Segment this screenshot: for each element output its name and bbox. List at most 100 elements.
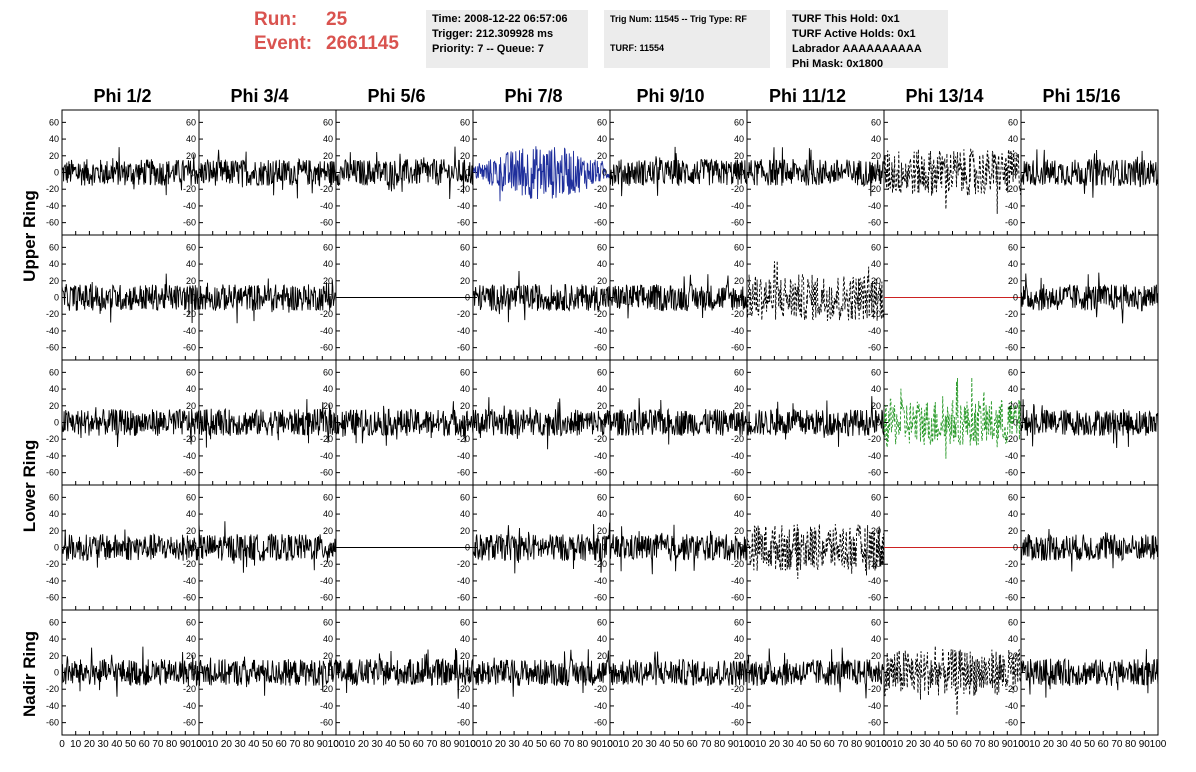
waveform-trace [746, 396, 885, 447]
y-tick-label: 60 [597, 492, 607, 502]
y-tick-label: 0 [328, 418, 333, 428]
y-tick-label: 20 [460, 526, 470, 536]
y-tick-label: -20 [731, 684, 744, 694]
x-tick-label: 90 [454, 739, 466, 750]
x-tick-label: 70 [563, 739, 575, 750]
y-tick-label: -20 [457, 684, 470, 694]
y-tick-label: 60 [1008, 367, 1018, 377]
waveform-trace [472, 397, 611, 450]
y-tick-label: 0 [876, 168, 881, 178]
x-tick-label: 10 [755, 739, 767, 750]
x-tick-label: 10 [207, 739, 219, 750]
x-tick-label: 70 [426, 739, 438, 750]
phi-header-8: Phi 15/16 [1042, 86, 1121, 106]
y-tick-label: -60 [457, 593, 470, 603]
x-tick-label: 10 [1029, 739, 1041, 750]
waveform-trace [198, 521, 337, 573]
y-tick-label: 20 [871, 151, 881, 161]
y-tick-label: 40 [597, 134, 607, 144]
y-tick-label: 60 [186, 492, 196, 502]
y-tick-label: -60 [594, 218, 607, 228]
x-tick-label: 50 [1084, 739, 1096, 750]
x-tick-label: 0 [333, 739, 339, 750]
y-tick-label: 0 [328, 168, 333, 178]
y-tick-label: 60 [1008, 242, 1018, 252]
y-tick-label: 60 [871, 117, 881, 127]
y-tick-label: -60 [1005, 218, 1018, 228]
y-tick-label: -60 [183, 468, 196, 478]
waveform-trace [472, 522, 611, 574]
x-tick-label: 90 [728, 739, 740, 750]
y-tick-label: -20 [320, 309, 333, 319]
y-tick-label: 20 [1008, 276, 1018, 286]
x-tick-label: 30 [372, 739, 384, 750]
y-tick-label: 40 [1008, 634, 1018, 644]
y-tick-label: -20 [457, 434, 470, 444]
y-tick-label: -20 [457, 309, 470, 319]
y-tick-label: -20 [731, 184, 744, 194]
y-tick-label: -20 [868, 309, 881, 319]
y-tick-label: 0 [1013, 543, 1018, 553]
y-tick-label: -40 [731, 576, 744, 586]
y-tick-label: -40 [457, 201, 470, 211]
y-tick-label: 60 [186, 117, 196, 127]
y-tick-label: 60 [734, 367, 744, 377]
y-tick-label: -20 [594, 559, 607, 569]
y-tick-label: 60 [323, 117, 333, 127]
x-tick-label: 50 [810, 739, 822, 750]
waveform-trace [61, 273, 200, 324]
turf-active-text: TURF Active Holds: 0x1 [792, 28, 916, 40]
phi-header-3: Phi 5/6 [367, 86, 426, 106]
y-tick-label: -20 [1005, 434, 1018, 444]
y-tick-label: -60 [46, 593, 59, 603]
x-tick-label: 60 [961, 739, 973, 750]
x-tick-label: 100 [328, 739, 345, 750]
x-tick-label: 0 [881, 739, 887, 750]
waveform-trace [609, 146, 748, 197]
y-tick-label: -60 [320, 343, 333, 353]
y-tick-label: 60 [597, 242, 607, 252]
y-tick-label: -40 [457, 576, 470, 586]
y-tick-label: 20 [734, 651, 744, 661]
y-tick-label: 0 [465, 543, 470, 553]
x-tick-label: 60 [139, 739, 151, 750]
y-tick-label: -60 [868, 343, 881, 353]
y-tick-label: 60 [1008, 117, 1018, 127]
y-tick-label: 0 [876, 418, 881, 428]
y-tick-label: 20 [49, 151, 59, 161]
y-tick-label: 20 [186, 651, 196, 661]
y-tick-label: 20 [597, 151, 607, 161]
y-tick-label: -40 [868, 326, 881, 336]
y-tick-label: -40 [46, 451, 59, 461]
y-tick-label: 0 [328, 543, 333, 553]
y-tick-label: -60 [46, 343, 59, 353]
x-tick-label: 0 [1018, 739, 1024, 750]
y-tick-label: 60 [1008, 492, 1018, 502]
y-tick-label: -20 [46, 684, 59, 694]
waveform-trace [1020, 399, 1159, 449]
waveform-trace [1020, 149, 1159, 198]
y-tick-label: -60 [320, 593, 333, 603]
y-tick-label: 20 [871, 276, 881, 286]
y-tick-label: -20 [183, 684, 196, 694]
y-tick-label: -40 [594, 201, 607, 211]
y-tick-label: -20 [868, 684, 881, 694]
waveform-trace [198, 399, 337, 448]
y-tick-label: -60 [594, 468, 607, 478]
y-tick-label: 20 [1008, 401, 1018, 411]
waveform-trace [609, 651, 748, 686]
y-tick-label: -20 [731, 434, 744, 444]
y-tick-label: -60 [320, 468, 333, 478]
y-tick-label: -20 [320, 684, 333, 694]
phi-header-2: Phi 3/4 [230, 86, 289, 106]
y-tick-label: 40 [323, 634, 333, 644]
x-tick-label: 90 [865, 739, 877, 750]
x-tick-label: 0 [744, 739, 750, 750]
y-tick-label: -20 [183, 309, 196, 319]
y-tick-label: 20 [734, 151, 744, 161]
y-tick-label: -40 [183, 701, 196, 711]
x-tick-label: 70 [974, 739, 986, 750]
y-tick-label: -40 [731, 201, 744, 211]
y-tick-label: -40 [731, 451, 744, 461]
y-tick-label: 60 [323, 367, 333, 377]
